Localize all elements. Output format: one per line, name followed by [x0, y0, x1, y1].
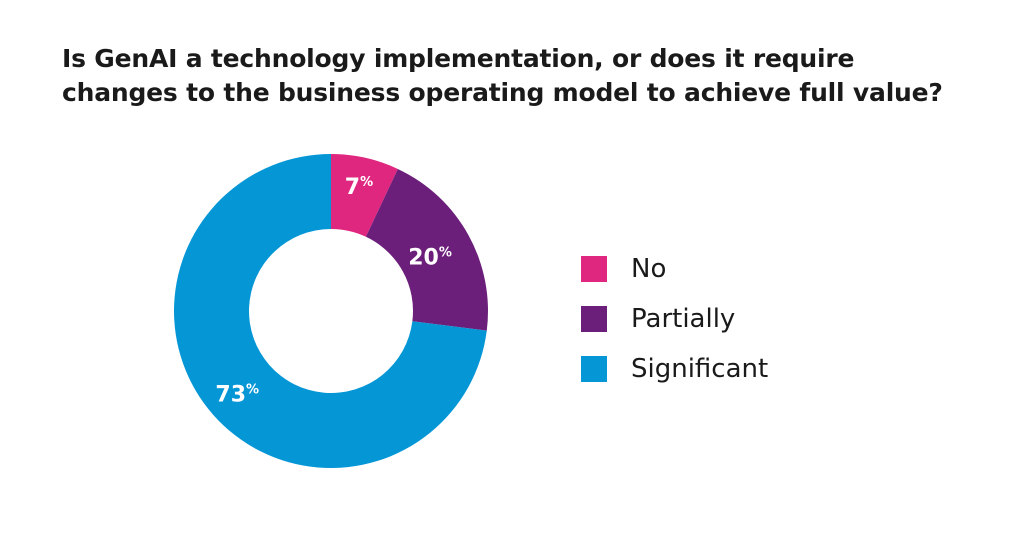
legend-swatch-significant — [581, 356, 607, 382]
slice-label-partially: 20% — [408, 246, 452, 271]
slice-label-no: 7% — [345, 175, 373, 200]
chart-title: Is GenAI a technology implementation, or… — [62, 42, 1002, 110]
legend-label-no: No — [631, 254, 667, 284]
legend-label-partially: Partially — [631, 304, 736, 334]
legend-swatch-partially — [581, 306, 607, 332]
slice-no — [331, 154, 398, 237]
chart-title-line-2: changes to the business operating model … — [62, 78, 943, 107]
legend-swatch-no — [581, 256, 607, 282]
slice-significant — [174, 154, 487, 468]
slice-partially — [365, 168, 488, 331]
slice-label-significant: 73% — [215, 383, 259, 408]
legend-item-no: No — [581, 244, 881, 294]
chart-title-line-1: Is GenAI a technology implementation, or… — [62, 44, 855, 73]
legend-item-partially: Partially — [581, 294, 881, 344]
chart-legend: No Partially Significant — [581, 244, 881, 394]
legend-item-significant: Significant — [581, 344, 881, 394]
legend-label-significant: Significant — [631, 354, 769, 384]
